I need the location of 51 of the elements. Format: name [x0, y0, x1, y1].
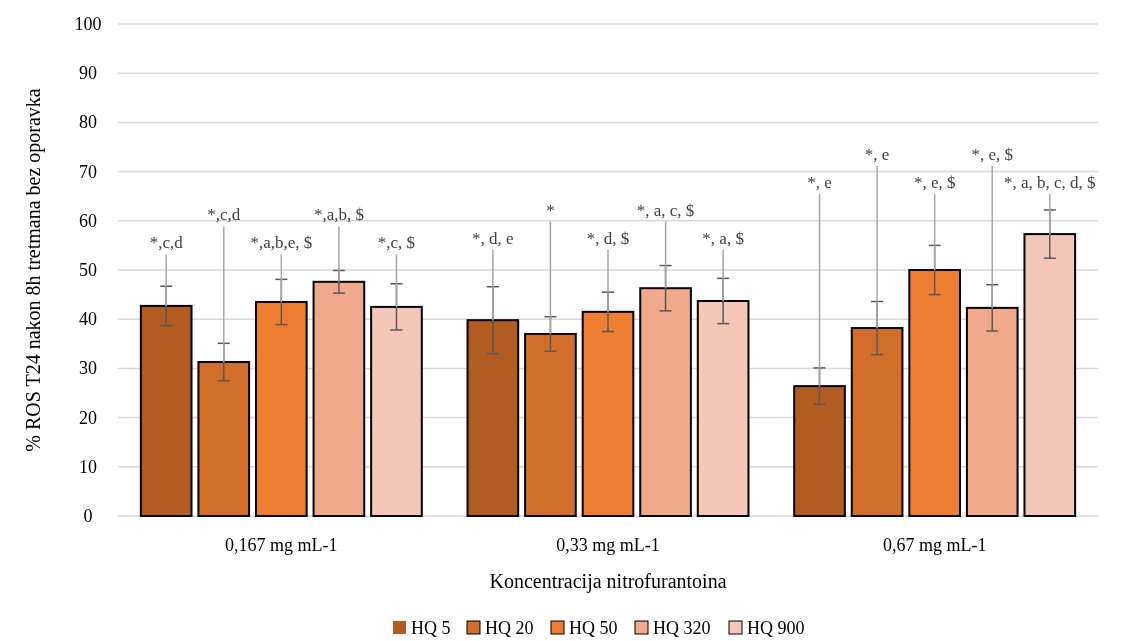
bar — [850, 327, 904, 517]
x-tick-label: 0,33 mg mL-1 — [556, 535, 660, 555]
annotation: *,c,d — [149, 233, 184, 253]
y-tick-label: 20 — [79, 407, 97, 428]
y-tick-label: 50 — [79, 260, 97, 280]
legend-label: HQ 20 — [485, 618, 534, 638]
bar — [370, 305, 423, 517]
x-tick-label: 0,167 mg mL-1 — [225, 535, 338, 555]
y-tick-label: 10 — [79, 456, 97, 477]
y-tick-label: 90 — [79, 63, 97, 84]
legend-label: HQ 900 — [747, 618, 805, 638]
y-tick-label: 80 — [79, 112, 97, 133]
legend-label: HQ 320 — [653, 618, 711, 638]
y-tick-label: 100 — [74, 14, 102, 34]
bar — [581, 310, 635, 517]
y-tick-label: 0 — [83, 506, 93, 526]
x-tick-label: 0,67 mg mL-1 — [882, 535, 987, 555]
bar — [524, 332, 577, 517]
y-axis-title: % ROS T24 nakon 8h tretmana bez oporavka — [22, 88, 45, 452]
bar — [312, 280, 366, 517]
bar — [965, 306, 1019, 517]
bar — [1023, 233, 1077, 517]
annotation: *,a,b,e, $ — [250, 233, 313, 253]
annotation: *, e — [807, 172, 832, 192]
y-tick-label: 70 — [79, 161, 97, 182]
x-axis-title: Koncentracija nitrofurantoina — [489, 570, 727, 593]
annotation: *, e — [864, 144, 890, 164]
y-tick-label: 30 — [79, 358, 97, 379]
annotation: *, e, $ — [971, 144, 1014, 164]
bar — [908, 269, 961, 517]
annotation: *, d, $ — [586, 228, 630, 248]
bar — [255, 300, 308, 517]
annotation: *,c, $ — [377, 233, 416, 253]
annotation: * — [546, 200, 555, 220]
bar — [466, 319, 520, 517]
bar — [139, 304, 193, 517]
bar — [197, 361, 251, 517]
y-tick-label: 40 — [79, 309, 97, 330]
bar — [696, 300, 750, 517]
bar — [639, 287, 692, 517]
legend-label: HQ 50 — [569, 618, 618, 638]
annotation: *, a, $ — [702, 228, 744, 248]
y-tick-label: 60 — [79, 210, 97, 231]
legend-label: HQ 5 — [411, 618, 451, 638]
annotation: *, a, c, $ — [636, 200, 695, 220]
annotation: *, a, b, c, d, $ — [1004, 172, 1096, 192]
annotation: *, d, e — [472, 228, 514, 248]
annotation: *, e, $ — [913, 172, 956, 192]
annotation: *,a,b, $ — [313, 205, 364, 225]
annotation: *,c,d — [207, 205, 241, 225]
bar — [793, 385, 846, 517]
